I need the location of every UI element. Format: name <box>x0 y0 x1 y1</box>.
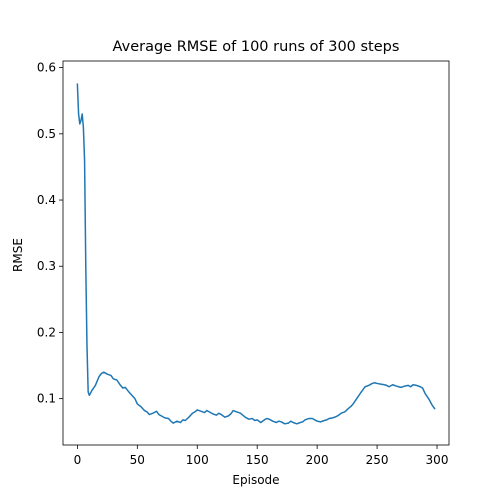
x-tick-label: 300 <box>426 453 449 467</box>
x-tick-label: 200 <box>306 453 329 467</box>
plot-area: 0 50 100 150 200 250 300 0.1 0.2 0.3 0.4 0.5 0.6 <box>37 60 450 467</box>
y-tick-label: 0.6 <box>37 61 56 75</box>
axes-frame <box>62 60 450 446</box>
y-tick-label: 0.2 <box>37 325 56 339</box>
y-tick-label: 0.1 <box>37 392 56 406</box>
chart-title: Average RMSE of 100 runs of 300 steps <box>113 39 400 55</box>
x-tick-label: 250 <box>366 453 389 467</box>
x-tick-label: 0 <box>74 453 82 467</box>
y-tick-label: 0.5 <box>37 127 56 141</box>
x-tick-label: 50 <box>130 453 145 467</box>
y-tick-label: 0.3 <box>37 259 56 273</box>
x-axis-title: Episode <box>232 473 279 487</box>
y-tick-label: 0.4 <box>37 193 56 207</box>
series-line-0 <box>76 83 436 425</box>
y-axis-title: RMSE <box>11 238 25 272</box>
x-tick-label: 150 <box>246 453 269 467</box>
x-tick-label: 100 <box>186 453 209 467</box>
